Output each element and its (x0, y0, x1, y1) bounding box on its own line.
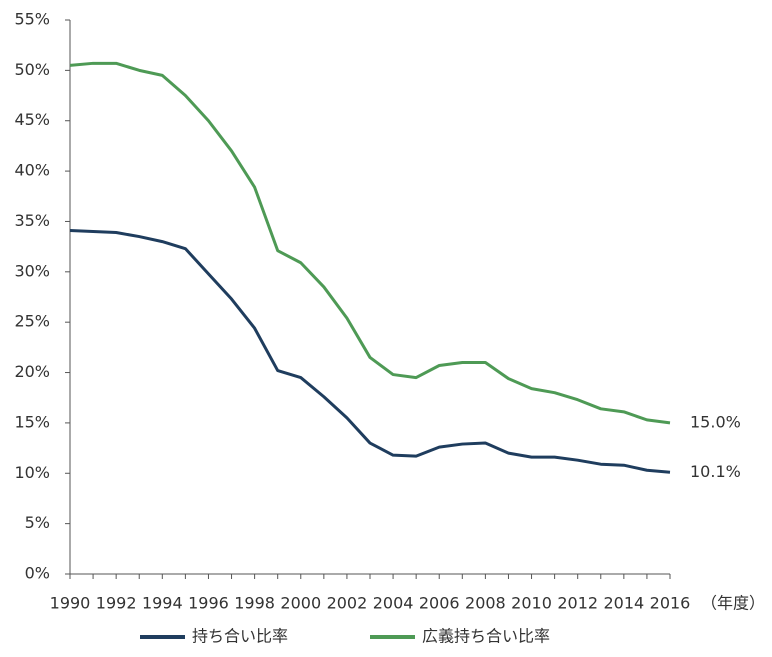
x-tick-label: 2016 (650, 594, 691, 613)
x-tick-label: 2010 (511, 594, 552, 613)
x-axis-label: （年度） (701, 594, 765, 613)
x-tick-label: 1994 (142, 594, 183, 613)
series-line (69, 61, 671, 425)
x-tick-label: 2014 (603, 594, 644, 613)
x-tick-label: 1992 (96, 594, 137, 613)
y-tick-label: 50% (14, 60, 50, 79)
x-tick-label: 2004 (373, 594, 414, 613)
y-tick-label: 15% (14, 412, 50, 431)
x-tick-label: 1998 (234, 594, 275, 613)
value-label: 15.0% (690, 412, 741, 431)
legend-label: 持ち合い比率 (192, 627, 288, 646)
y-tick-label: 10% (14, 463, 50, 482)
value-label: 10.1% (690, 462, 741, 481)
x-tick-label: 2000 (280, 594, 321, 613)
y-tick-label: 30% (14, 261, 50, 280)
x-tick-label: 2002 (327, 594, 368, 613)
y-tick-label: 40% (14, 161, 50, 180)
series-line (69, 229, 671, 474)
x-tick-label: 1990 (50, 594, 91, 613)
y-tick-label: 55% (14, 10, 50, 29)
y-tick-label: 35% (14, 211, 50, 230)
y-tick-label: 45% (14, 110, 50, 129)
x-tick-label: 2006 (419, 594, 460, 613)
legend-label: 広義持ち合い比率 (422, 627, 550, 646)
y-tick-label: 0% (25, 564, 50, 583)
x-tick-label: 2008 (465, 594, 506, 613)
x-tick-label: 1996 (188, 594, 229, 613)
y-tick-label: 5% (25, 513, 50, 532)
y-tick-label: 20% (14, 362, 50, 381)
y-tick-label: 25% (14, 312, 50, 331)
x-tick-label: 2012 (557, 594, 598, 613)
